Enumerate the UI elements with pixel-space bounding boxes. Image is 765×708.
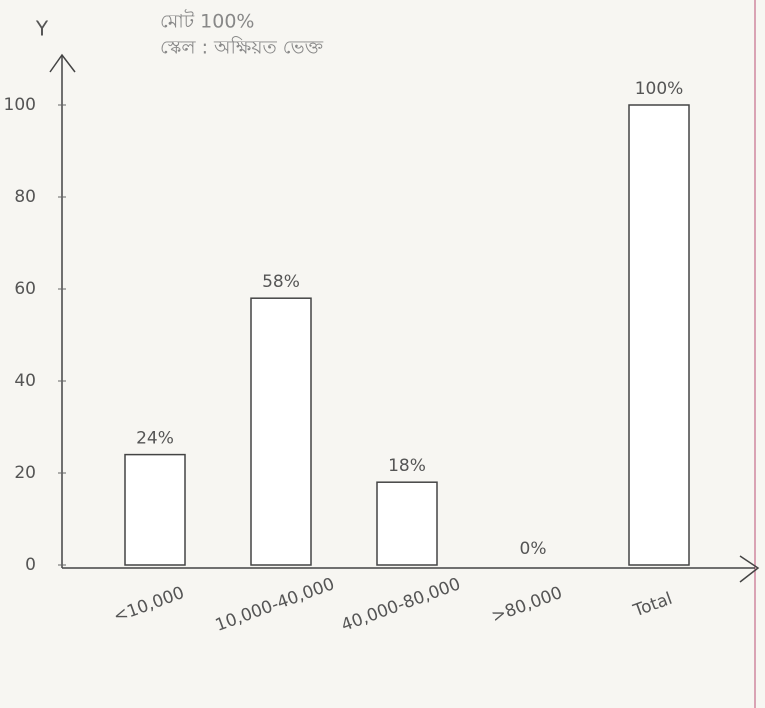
y-tick-label: 80 — [14, 187, 36, 207]
bar — [124, 453, 186, 566]
value-label: 18% — [388, 456, 426, 476]
y-tick-label: 20 — [14, 463, 36, 483]
bar — [250, 297, 312, 566]
chart-subtitle: স্কেল : অক্ষিয়ত ভেক্ত — [160, 37, 324, 59]
y-axis-label: Y — [35, 17, 49, 41]
bar — [628, 104, 690, 566]
y-tick-label: 100 — [4, 95, 36, 115]
y-tick-label: 60 — [14, 279, 36, 299]
bar — [376, 481, 438, 566]
x-axis-arrow — [739, 555, 760, 583]
value-label: 0% — [520, 539, 547, 559]
value-label: 100% — [635, 79, 684, 99]
y-tick-label: 0 — [25, 555, 36, 575]
y-tick-label: 40 — [14, 371, 36, 391]
value-label: 58% — [262, 272, 300, 292]
value-label: 24% — [136, 429, 174, 449]
y-axis-arrow — [49, 53, 76, 73]
chart-title: মোট 100% — [160, 10, 254, 33]
